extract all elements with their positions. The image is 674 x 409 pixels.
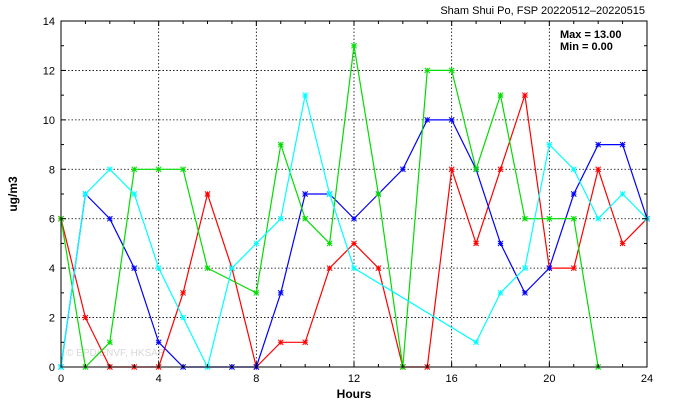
- y-axis-title: ug/m3: [6, 176, 20, 212]
- min-stat: Min = 0.00: [560, 41, 613, 53]
- x-tick-label: 12: [348, 373, 360, 385]
- x-tick-label: 16: [446, 373, 458, 385]
- data-point: [375, 191, 382, 197]
- x-tick-label: 8: [253, 373, 259, 385]
- data-point: [521, 289, 528, 296]
- data-point: [473, 240, 480, 247]
- data-point: [424, 116, 431, 123]
- data-point: [155, 166, 162, 173]
- data-point: [595, 215, 602, 222]
- x-tick-label: 0: [58, 373, 64, 385]
- data-point: [448, 166, 455, 173]
- data-point: [302, 339, 309, 346]
- data-point: [82, 191, 89, 197]
- data-point: [448, 116, 455, 123]
- data-point: [546, 265, 553, 272]
- data-point: [253, 289, 260, 296]
- data-point: [619, 240, 626, 247]
- data-point: [497, 240, 504, 247]
- data-point: [204, 191, 211, 197]
- data-point: [302, 92, 309, 99]
- watermark: © EPD/ENVF, HKSAR: [66, 348, 165, 359]
- data-point: [497, 289, 504, 296]
- data-point: [131, 265, 138, 272]
- data-point: [204, 265, 211, 272]
- data-point: [277, 339, 284, 346]
- y-tick-label: 0: [49, 362, 55, 374]
- data-point: [473, 166, 480, 173]
- data-point: [180, 289, 187, 296]
- data-point: [131, 166, 138, 173]
- data-point: [473, 339, 480, 346]
- series-4: [58, 92, 650, 370]
- data-point: [106, 215, 113, 222]
- data-point: [277, 289, 284, 296]
- y-tick-label: 14: [43, 16, 55, 28]
- data-point: [351, 42, 357, 49]
- data-point: [180, 314, 187, 321]
- series-layer: [58, 42, 650, 370]
- data-point: [595, 141, 602, 148]
- data-point: [326, 265, 333, 272]
- y-tick-label: 2: [49, 313, 55, 325]
- data-point: [82, 314, 89, 321]
- x-tick-label: 24: [641, 373, 653, 385]
- chart-title: Sham Shui Po, FSP 20220512–20220515: [440, 5, 645, 17]
- data-point: [180, 166, 187, 173]
- data-point: [155, 265, 162, 272]
- data-point: [595, 166, 602, 173]
- data-point: [131, 191, 138, 197]
- data-point: [546, 215, 553, 222]
- series-3: [58, 42, 602, 370]
- data-point: [448, 67, 455, 74]
- data-point: [399, 166, 406, 173]
- y-tick-label: 8: [49, 164, 55, 176]
- data-point: [570, 215, 577, 222]
- data-point: [106, 166, 113, 173]
- data-point: [497, 92, 504, 99]
- data-point: [497, 166, 504, 173]
- data-point: [228, 265, 235, 272]
- data-point: [619, 191, 626, 197]
- data-point: [351, 215, 357, 222]
- data-point: [424, 67, 431, 74]
- data-point: [302, 215, 309, 222]
- data-point: [253, 240, 260, 247]
- data-point: [106, 339, 113, 346]
- series-line: [60, 119, 648, 368]
- data-point: [351, 265, 357, 272]
- data-point: [570, 166, 577, 173]
- data-point: [277, 215, 284, 222]
- series-line: [60, 45, 599, 369]
- y-tick-label: 4: [49, 263, 55, 275]
- data-point: [326, 191, 333, 197]
- data-point: [570, 265, 577, 272]
- data-point: [521, 265, 528, 272]
- data-point: [546, 141, 553, 148]
- data-point: [570, 191, 577, 197]
- max-stat: Max = 13.00: [560, 29, 621, 41]
- x-axis-title: Hours: [337, 387, 372, 401]
- data-point: [521, 92, 528, 99]
- y-tick-label: 10: [43, 115, 55, 127]
- data-point: [302, 191, 309, 197]
- data-point: [155, 339, 162, 346]
- data-point: [375, 265, 382, 272]
- data-point: [277, 141, 284, 148]
- x-tick-label: 20: [543, 373, 555, 385]
- data-point: [326, 240, 333, 247]
- grid: [61, 21, 647, 367]
- y-tick-label: 6: [49, 214, 55, 226]
- y-tick-label: 12: [43, 65, 55, 77]
- x-tick-label: 4: [156, 373, 162, 385]
- data-point: [521, 215, 528, 222]
- data-point: [619, 141, 626, 148]
- data-point: [351, 240, 357, 247]
